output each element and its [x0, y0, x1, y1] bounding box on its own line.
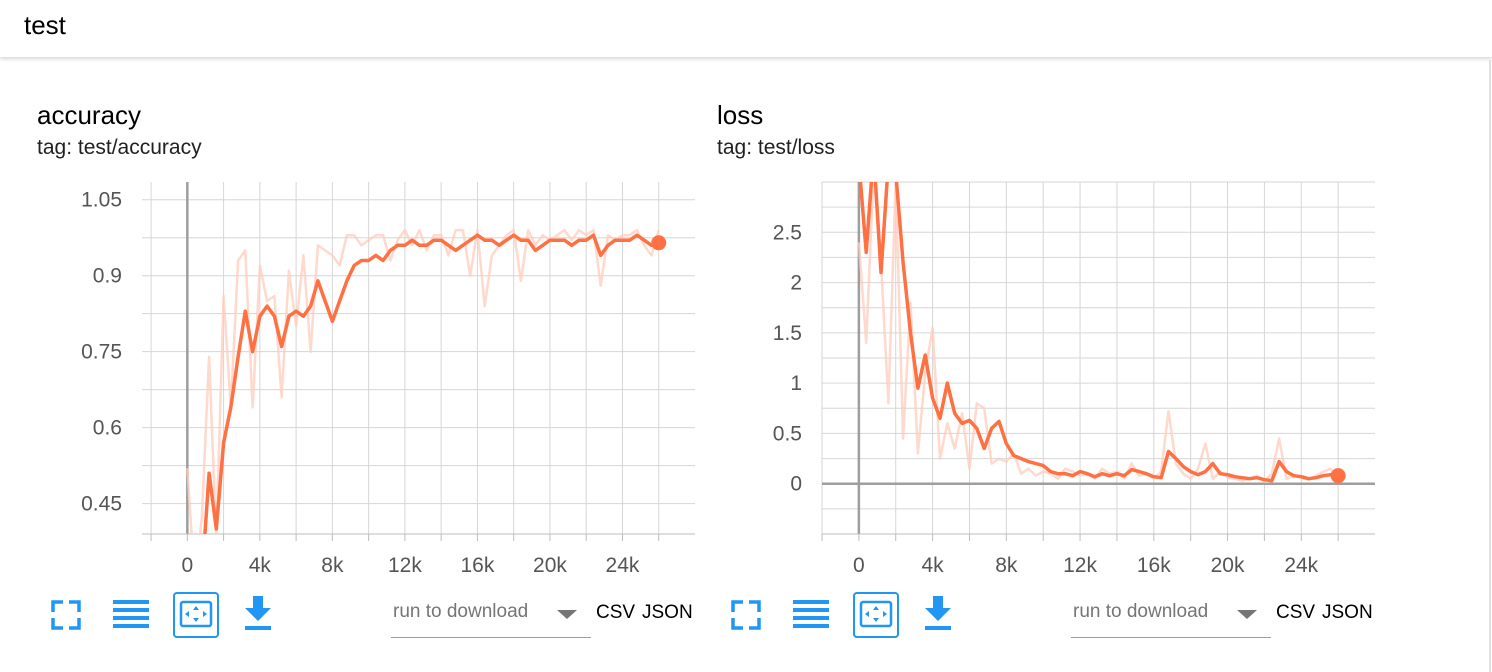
- fit-domain-icon: [859, 600, 893, 628]
- fullscreen-button[interactable]: [43, 592, 89, 638]
- smoothed-series-line: [187, 233, 660, 534]
- chevron-down-icon: [557, 610, 577, 619]
- fullscreen-icon: [51, 600, 81, 630]
- json-link[interactable]: JSON: [1322, 602, 1373, 623]
- chart-title: accuracy: [37, 100, 142, 130]
- x-tick-label: 8k: [995, 554, 1018, 577]
- x-tick-label: 24k: [606, 554, 640, 577]
- csv-link[interactable]: CSV: [596, 602, 636, 623]
- loss-chart-card: loss tag: test/loss 0 4k 8k 12k 16k 20k 24k 0 0.…: [717, 60, 1397, 672]
- chart-title: loss: [717, 100, 764, 130]
- accuracy-chart[interactable]: 0 4k 8k 12k 16k 20k 24k 0.45 0.6 0.75 0.9 1.05: [37, 180, 717, 580]
- run-select-placeholder: run to download: [393, 601, 529, 622]
- last-point-marker: [651, 235, 667, 251]
- csv-link[interactable]: CSV: [1276, 602, 1316, 623]
- list-icon: [793, 600, 829, 628]
- group-header[interactable]: test: [0, 0, 1492, 57]
- fullscreen-button[interactable]: [723, 592, 769, 638]
- fit-domain-icon: [179, 600, 213, 628]
- y-tick-label: 2.5: [773, 221, 802, 244]
- run-to-download-select[interactable]: run to download: [1071, 593, 1271, 638]
- chevron-down-icon: [1237, 610, 1257, 619]
- toggle-log-scale-button[interactable]: [789, 592, 835, 638]
- x-tick-label: 0: [181, 554, 193, 577]
- y-tick-label: 0.45: [81, 493, 122, 516]
- json-link[interactable]: JSON: [642, 602, 693, 623]
- y-tick-label: 1.5: [773, 322, 802, 345]
- x-tick-label: 4k: [249, 554, 272, 577]
- last-point-marker: [1330, 468, 1346, 484]
- y-tick-label: 2: [790, 272, 802, 295]
- raw-series-line: [186, 228, 660, 534]
- x-tick-label: 24k: [1284, 554, 1318, 577]
- x-tick-label: 16k: [1137, 554, 1171, 577]
- y-tick-label: 0.9: [93, 265, 122, 288]
- accuracy-chart-card: accuracy tag: test/accuracy 0 4k 8k 12k 16k 2…: [37, 60, 717, 672]
- run-to-download-select[interactable]: run to download: [391, 593, 591, 638]
- x-tick-label: 12k: [388, 554, 422, 577]
- y-tick-label: 0.75: [81, 341, 122, 364]
- x-tick-label: 20k: [533, 554, 567, 577]
- y-tick-label: 0: [790, 473, 802, 496]
- series-group: [857, 182, 1340, 483]
- x-tick-label: 8k: [321, 554, 344, 577]
- group-title: test: [24, 10, 66, 40]
- x-tick-label: 20k: [1211, 554, 1245, 577]
- chart-tag: tag: test/loss: [717, 136, 835, 159]
- loss-chart[interactable]: 0 4k 8k 12k 16k 20k 24k 0 0.5 1 1.5 2 2.5: [717, 180, 1397, 580]
- y-tick-label: 1: [790, 372, 802, 395]
- y-tick-label: 0.6: [93, 417, 122, 440]
- toggle-log-scale-button[interactable]: [109, 592, 155, 638]
- x-tick-label: 4k: [922, 554, 945, 577]
- scrollbar-track[interactable]: [1489, 60, 1491, 672]
- chart-toolbar: run to download CSV JSON: [37, 590, 717, 640]
- fullscreen-icon: [731, 600, 761, 630]
- y-tick-label: 1.05: [81, 189, 122, 212]
- chart-toolbar: run to download CSV JSON: [717, 590, 1397, 640]
- list-icon: [113, 600, 149, 628]
- download-image-button[interactable]: [917, 592, 963, 638]
- run-select-placeholder: run to download: [1073, 601, 1209, 622]
- x-tick-label: 16k: [460, 554, 494, 577]
- fit-domain-button[interactable]: [173, 592, 219, 638]
- raw-series-line: [857, 182, 1340, 483]
- series-group: [186, 228, 660, 534]
- y-tick-label: 0.5: [773, 422, 802, 445]
- fit-domain-button[interactable]: [853, 592, 899, 638]
- download-icon: [245, 596, 271, 630]
- download-icon: [925, 596, 951, 630]
- x-tick-label: 0: [853, 554, 865, 577]
- download-image-button[interactable]: [237, 592, 283, 638]
- chart-tag: tag: test/accuracy: [37, 136, 202, 159]
- x-tick-label: 12k: [1063, 554, 1097, 577]
- smoothed-series-line: [858, 182, 1339, 483]
